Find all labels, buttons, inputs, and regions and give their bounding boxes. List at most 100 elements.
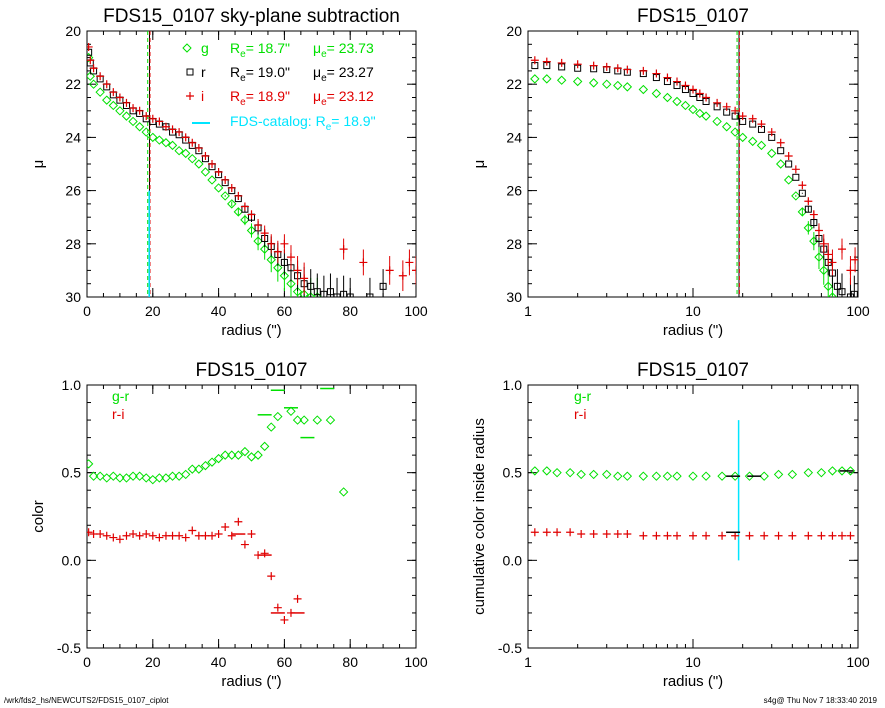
data-point-g-r [613, 471, 623, 481]
panel-2: FDS15_0107 1 10 100 20 22 24 26 28 30 radius (") μ [471, 6, 870, 339]
data-point-g-r [672, 471, 682, 481]
data-point-r [850, 290, 858, 297]
data-point-i [702, 93, 711, 102]
data-point-g-r [730, 471, 740, 481]
data-point-r-i [142, 530, 151, 539]
y-tick-label: 0.0 [503, 552, 523, 568]
data-point-g [662, 92, 673, 103]
x-tick-label: 60 [277, 303, 293, 319]
data-point-r-i [267, 572, 276, 581]
data-point-g-r [312, 415, 323, 425]
data-point-g-r [200, 460, 211, 471]
data-point-g [227, 199, 237, 209]
data-point-i [639, 66, 648, 75]
data-point-r [838, 288, 846, 296]
data-point-g-r [273, 411, 283, 422]
legend-marker [186, 68, 194, 76]
legend-band: r [201, 64, 206, 80]
data-point-i [115, 93, 124, 102]
data-point-g-r [602, 469, 612, 480]
legend-catalog-label: FDS-catalog: Re= 18.9" [230, 113, 376, 133]
data-point-g-r [240, 446, 250, 457]
data-point-i [168, 125, 177, 134]
data-point-r-i [240, 540, 249, 549]
data-point-g-r [845, 466, 856, 476]
data-point-r-i [155, 533, 164, 542]
legend-label-r-i: r-i [574, 406, 586, 422]
data-point-r [785, 160, 793, 168]
data-point-g [791, 191, 801, 201]
data-point-r-i [273, 603, 282, 612]
x-tick-label: 10 [685, 303, 701, 319]
data-point-g [134, 122, 145, 132]
y-tick-label: 0.0 [62, 552, 82, 568]
data-point-r-i [280, 615, 289, 624]
legend-re: Re= 18.7" [230, 40, 290, 60]
data-point-i [819, 239, 828, 248]
data-point-r-i [87, 528, 93, 537]
data-point-g-r [325, 415, 336, 425]
data-point-i [695, 89, 704, 98]
data-point-g [292, 286, 303, 297]
data-point-g-r [102, 473, 112, 483]
data-point-r [379, 282, 387, 290]
data-point-g-r [827, 466, 838, 476]
chart-title: FDS15_0107 [637, 360, 749, 381]
data-point-r-i [745, 531, 754, 540]
footer-timestamp: s4g@ Thu Nov 7 18:33:40 2019 [763, 696, 877, 705]
data-point-i [227, 183, 236, 192]
data-point-r-i [129, 530, 138, 539]
data-point-r [346, 293, 354, 297]
data-point-g [148, 132, 158, 143]
data-point-g [187, 153, 197, 164]
data-point-i [689, 85, 697, 94]
data-point-r [313, 288, 321, 296]
data-point-i [267, 239, 276, 248]
data-point-i [280, 239, 289, 248]
x-tick-label: 100 [404, 654, 428, 670]
data-point-r-i [846, 531, 855, 540]
data-point-r-i [652, 531, 661, 540]
data-point-g-r [759, 471, 769, 481]
legend-band: i [201, 88, 204, 104]
data-point-r [280, 258, 288, 266]
legend-re: Re= 19.0" [230, 64, 290, 84]
data-point-i [339, 245, 348, 254]
panel-1: FDS15_0107 sky-plane subtraction 0 20 40 60 8… [30, 6, 428, 339]
data-point-g-r [207, 457, 217, 467]
y-tick-label: 30 [65, 289, 81, 305]
data-point-g [809, 236, 819, 246]
data-point-i [234, 191, 243, 200]
data-point-g [87, 52, 94, 63]
data-point-g [102, 95, 112, 105]
data-point-g-r [154, 473, 165, 483]
data-point-g-r [253, 450, 263, 460]
data-point-r-i [838, 531, 847, 540]
y-axis-label: cumulative color inside radius [471, 418, 488, 615]
data-point-g-r [744, 471, 755, 481]
data-point-g [613, 80, 623, 91]
data-point-g [572, 76, 583, 87]
data-point-i [89, 64, 98, 73]
data-point-g [819, 265, 829, 276]
legend-mu: μe= 23.73 [313, 40, 374, 60]
y-tick-label: 0.5 [62, 465, 82, 481]
data-point-i [398, 271, 407, 280]
data-point-r-i [234, 517, 243, 526]
x-tick-label: 40 [211, 654, 227, 670]
data-point-r-i [96, 530, 105, 539]
chart-title: FDS15_0107 [196, 360, 308, 381]
data-point-i [214, 167, 223, 176]
data-point-g-r [638, 471, 649, 481]
data-point-g-r [530, 466, 540, 476]
data-point-i [722, 102, 731, 111]
data-point-g [213, 183, 224, 193]
data-point-i [359, 258, 368, 267]
data-point-i [87, 42, 93, 51]
data-point-g-r [108, 471, 119, 481]
data-point-g-r [180, 469, 191, 480]
data-point-g [712, 116, 722, 127]
data-layer [87, 31, 416, 297]
data-point-g [814, 252, 824, 262]
